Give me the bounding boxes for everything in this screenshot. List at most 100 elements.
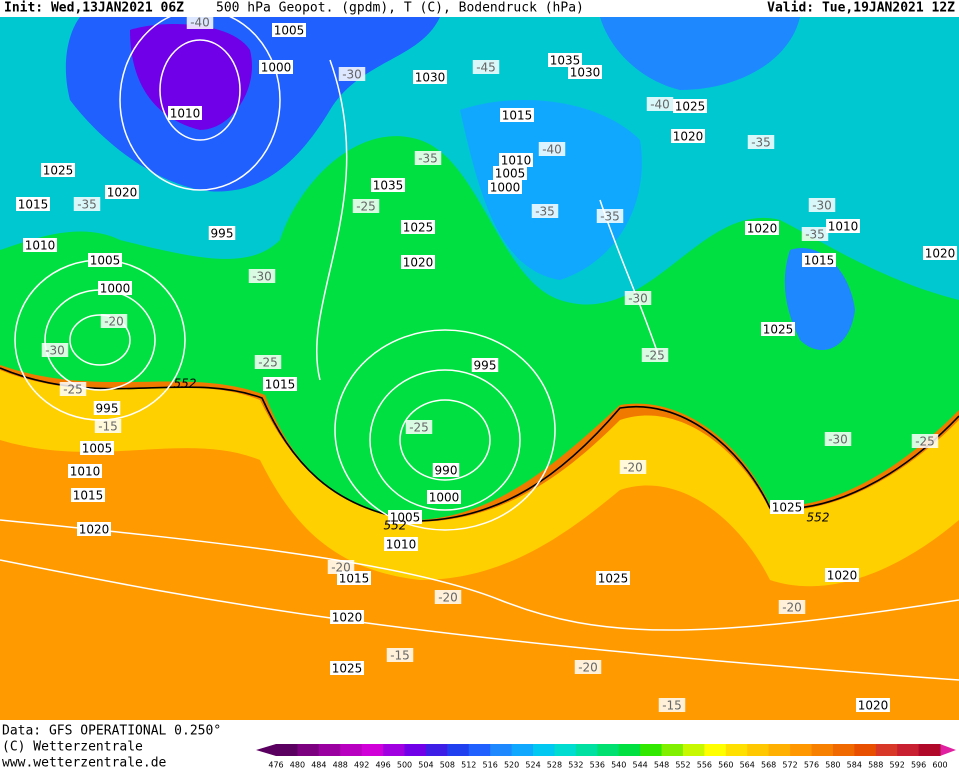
colorbar-label: 476	[268, 761, 283, 770]
isobar-label: 1000	[429, 491, 460, 505]
data-source: Data: GFS OPERATIONAL 0.250°	[2, 724, 221, 739]
temperature-label-box	[538, 142, 566, 156]
temperature-label-box	[186, 15, 214, 29]
isobar-label-box	[330, 610, 364, 624]
isobar-label: 1025	[403, 221, 434, 235]
temperature-label: -25	[409, 421, 429, 435]
isobar-label: 1020	[107, 186, 138, 200]
temperature-label: -25	[915, 435, 935, 449]
isobar-label-box	[68, 464, 102, 478]
isobar-label: 1025	[332, 662, 363, 676]
isobar-label-box	[371, 178, 405, 192]
isobar-label-box	[432, 463, 460, 477]
isobar-label-box	[105, 185, 139, 199]
temperature-label-box	[801, 227, 829, 241]
isobar-label-box	[548, 53, 582, 67]
isobar-label: 1010	[386, 538, 417, 552]
temperature-label: -35	[77, 198, 97, 212]
isobar-label-box	[384, 537, 418, 551]
temperature-label-box	[405, 420, 433, 434]
temperature-label: -20	[438, 591, 458, 605]
colorbar-swatch	[768, 744, 791, 756]
isobar-label-box	[208, 226, 236, 240]
colorbar-swatch	[340, 744, 363, 756]
colorbar-label: 520	[504, 761, 519, 770]
colorbar-swatch	[661, 744, 684, 756]
temperature-label-box	[100, 314, 128, 328]
isobar-label: 1005	[90, 254, 121, 268]
colorbar-swatch	[297, 744, 320, 756]
temperature-label: -20	[623, 461, 643, 475]
isobar-label: 1025	[43, 164, 74, 178]
colorbar-swatch	[318, 744, 341, 756]
isobar-label-box	[77, 522, 111, 536]
temperature-label: -20	[578, 661, 598, 675]
isobar-label-box	[761, 322, 795, 336]
isobar-label-box	[802, 253, 836, 267]
temperature-label: -35	[535, 205, 555, 219]
colorbar-label: 496	[375, 761, 390, 770]
isobar-label-box	[856, 698, 890, 712]
colorbar-label: 580	[825, 761, 840, 770]
isobar-label: 1005	[390, 511, 421, 525]
isobar-label-box	[93, 401, 121, 415]
colorbar-label: 564	[740, 761, 755, 770]
temperature-label: -25	[63, 383, 83, 397]
init-text: Init: Wed,13JAN2021 06Z	[4, 1, 184, 16]
temperature-label-box	[73, 197, 101, 211]
temperature-label: -15	[98, 420, 118, 434]
temperature-label: -30	[628, 292, 648, 306]
isobar-label-box	[401, 255, 435, 269]
colorbar-label: 528	[547, 761, 562, 770]
colorbar-swatch	[790, 744, 812, 756]
isobar-label: 1010	[828, 220, 859, 234]
height-label: 552	[384, 519, 407, 533]
colorbar-label: 524	[525, 761, 540, 770]
isobar-label-box	[23, 238, 57, 252]
colorbar-label: 484	[311, 761, 326, 770]
colorbar-swatch	[383, 744, 406, 756]
isobar-label: 1000	[100, 282, 131, 296]
map-labels: 1005100010101030103510301015102510201025…	[16, 15, 957, 713]
colorbar-swatch	[468, 744, 491, 756]
colorbar-swatch	[276, 744, 298, 756]
isobar-label: 1015	[502, 109, 533, 123]
temperature-label: -20	[782, 601, 802, 615]
isobar-label: 1015	[804, 254, 835, 268]
temperature-label: -30	[252, 270, 272, 284]
temperature-label-box	[472, 60, 500, 74]
colorbar-swatch	[811, 744, 834, 756]
temperature-label-box	[658, 698, 686, 712]
website: www.wetterzentrale.de	[2, 756, 167, 770]
height-label: 552	[174, 377, 197, 391]
temperature-label-box	[94, 419, 122, 433]
temperature-label: -25	[258, 356, 278, 370]
isobar-label: 1020	[673, 130, 704, 144]
isobar-label-box	[671, 129, 705, 143]
isobar-label-box	[471, 358, 499, 372]
isobar-label-box	[500, 108, 534, 122]
colorbar-label: 512	[461, 761, 476, 770]
colorbar-label: 552	[675, 761, 690, 770]
blue-core	[460, 100, 642, 280]
colorbar-swatch	[490, 744, 513, 756]
temperature-label-box	[808, 198, 836, 212]
isobar-label: 1000	[261, 61, 292, 75]
blue-core-ne	[600, 17, 800, 90]
temperature-label-box	[41, 343, 69, 357]
isobar-label-box	[168, 106, 202, 120]
isobar-label: 1030	[415, 71, 446, 85]
isobar-label: 1020	[332, 611, 363, 625]
temperature-label: -25	[645, 349, 665, 363]
colorbar-label: 500	[397, 761, 412, 770]
colorbar: 476 480 484 488 492 496 500 504 508 512 516 520 524 5…	[256, 744, 956, 770]
temperature-label-box	[414, 151, 442, 165]
colorbar-label: 584	[847, 761, 862, 770]
isobar-label: 1025	[772, 501, 803, 515]
colorbar-swatch	[832, 744, 855, 756]
colorbar-swatch	[597, 744, 620, 756]
copyright: (C) Wetterzentrale	[2, 740, 143, 755]
isobar-label-box	[71, 488, 105, 502]
isobar-label: 1020	[827, 569, 858, 583]
temperature-label-box	[747, 135, 775, 149]
